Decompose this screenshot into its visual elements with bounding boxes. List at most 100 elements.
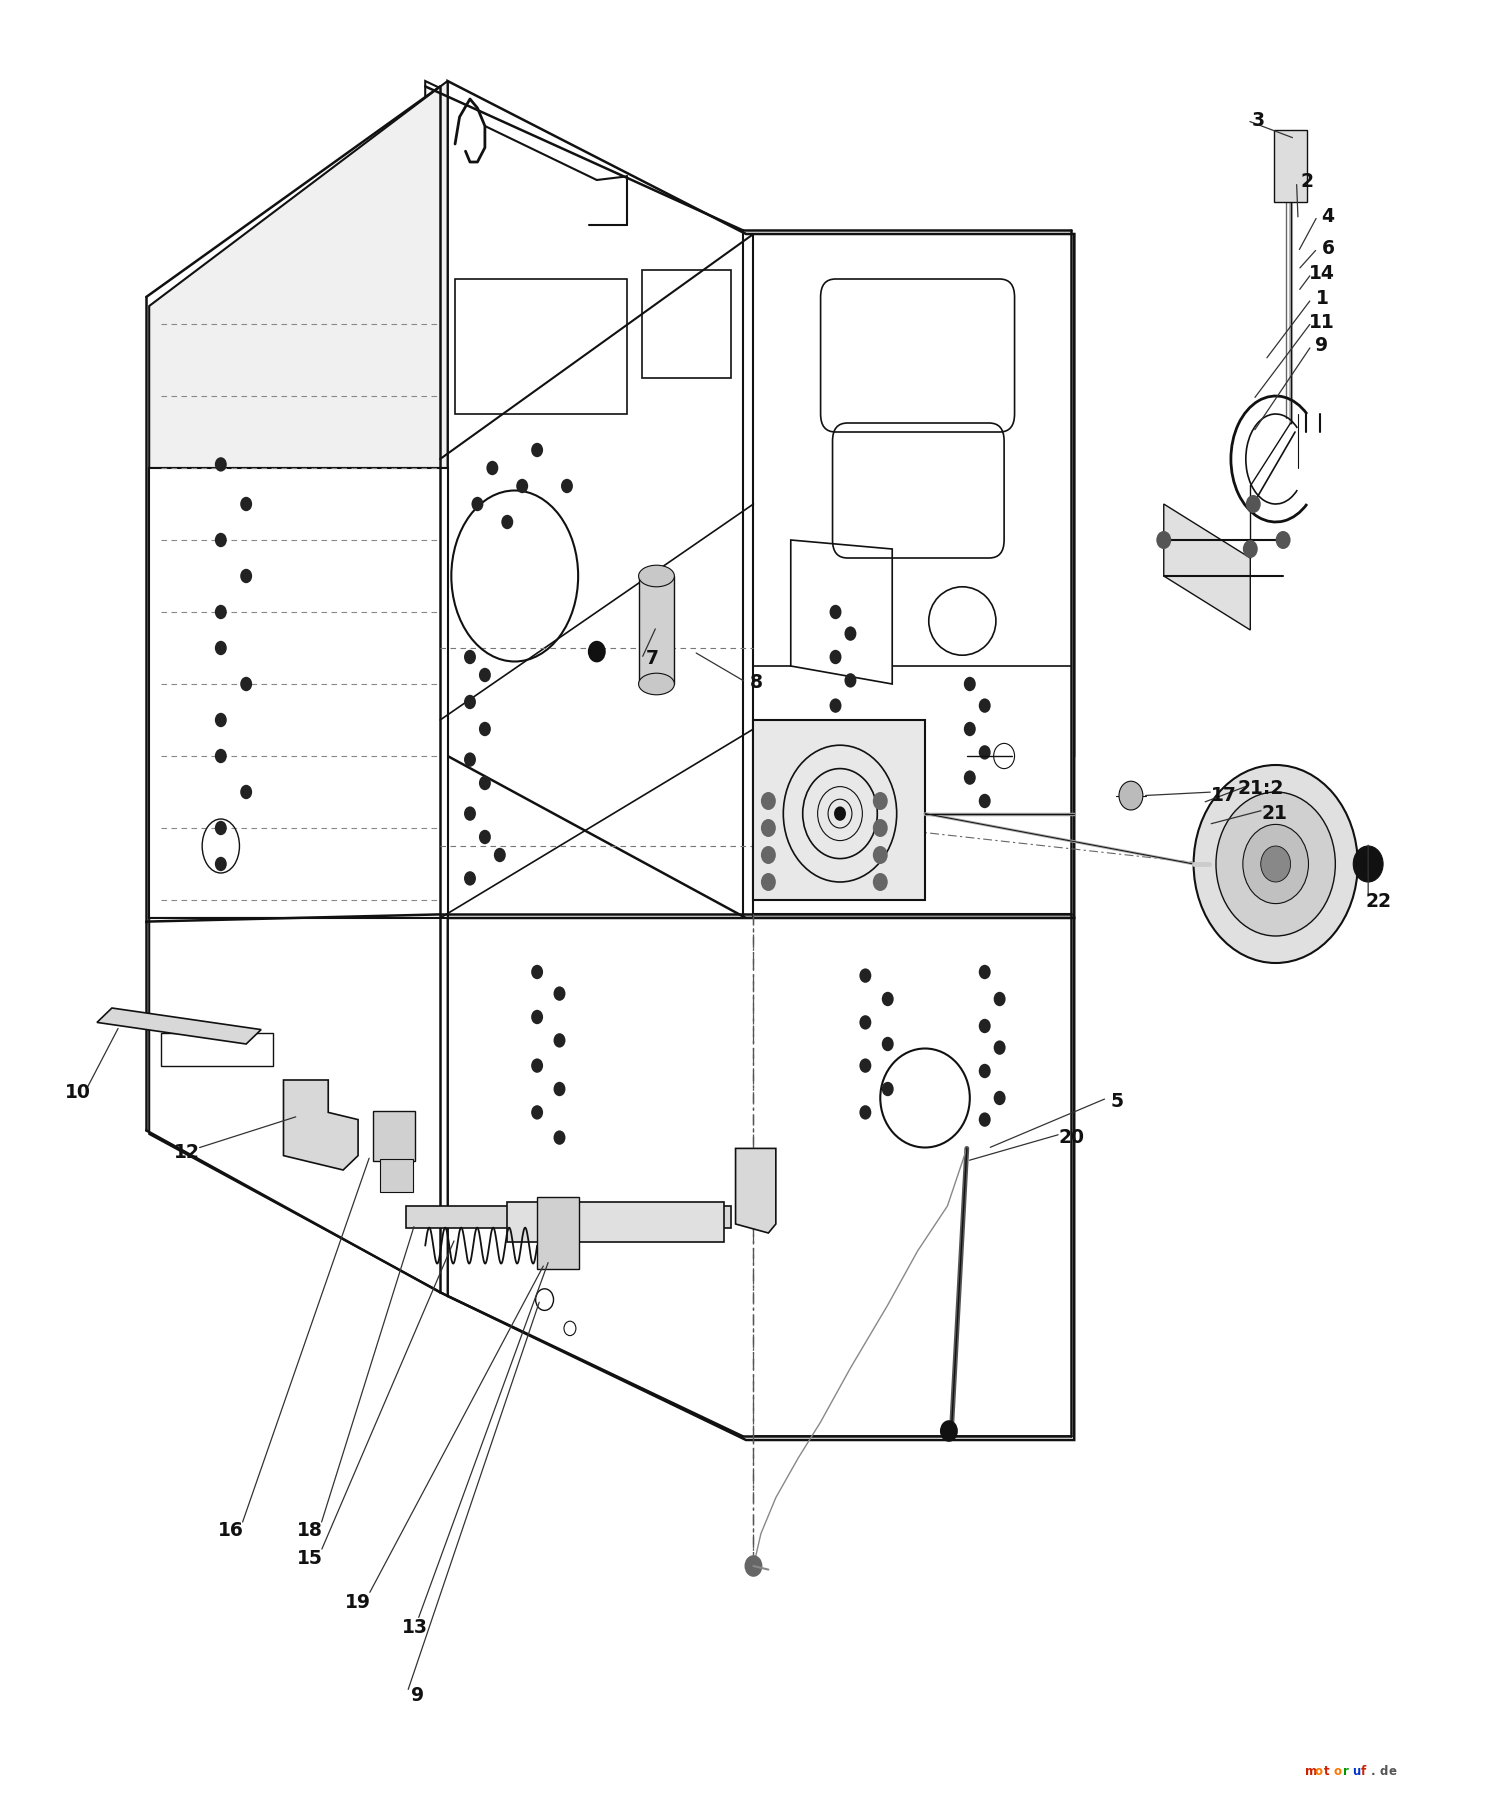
Circle shape <box>873 846 888 864</box>
Circle shape <box>501 515 513 529</box>
Circle shape <box>531 443 543 457</box>
Circle shape <box>979 1064 991 1078</box>
Text: 21:2: 21:2 <box>1237 779 1285 797</box>
Circle shape <box>215 821 227 835</box>
Text: .: . <box>1370 1766 1374 1778</box>
Circle shape <box>531 965 543 979</box>
Circle shape <box>979 965 991 979</box>
Text: o: o <box>1314 1766 1323 1778</box>
Circle shape <box>979 745 991 760</box>
Circle shape <box>479 722 491 736</box>
Circle shape <box>761 846 776 864</box>
Circle shape <box>215 457 227 472</box>
Circle shape <box>873 873 888 891</box>
Text: 5: 5 <box>1112 1093 1123 1111</box>
Circle shape <box>531 1058 543 1073</box>
Circle shape <box>554 986 565 1001</box>
Circle shape <box>215 713 227 727</box>
Text: 4: 4 <box>1322 207 1334 225</box>
Text: 9: 9 <box>1316 337 1328 355</box>
Circle shape <box>1156 531 1171 549</box>
Circle shape <box>1353 846 1383 882</box>
Circle shape <box>464 871 476 886</box>
Circle shape <box>240 785 252 799</box>
Text: 2: 2 <box>1301 173 1313 191</box>
Circle shape <box>844 626 856 641</box>
Circle shape <box>479 830 491 844</box>
Text: 13: 13 <box>401 1618 428 1636</box>
Bar <box>639 576 674 684</box>
Circle shape <box>844 673 856 688</box>
Circle shape <box>464 695 476 709</box>
Circle shape <box>882 992 894 1006</box>
Text: 17: 17 <box>1210 787 1237 805</box>
Circle shape <box>479 668 491 682</box>
Circle shape <box>761 792 776 810</box>
Text: 10: 10 <box>64 1084 91 1102</box>
Circle shape <box>979 698 991 713</box>
Circle shape <box>494 848 506 862</box>
Text: 15: 15 <box>297 1550 324 1568</box>
Polygon shape <box>149 81 448 468</box>
Ellipse shape <box>639 673 674 695</box>
Polygon shape <box>97 1008 261 1044</box>
Text: 1: 1 <box>1316 290 1328 308</box>
Circle shape <box>964 770 976 785</box>
Circle shape <box>994 1091 1006 1105</box>
Text: 9: 9 <box>412 1687 424 1705</box>
Text: u: u <box>1352 1766 1361 1778</box>
Text: 8: 8 <box>750 673 762 691</box>
Circle shape <box>531 1105 543 1120</box>
Text: 12: 12 <box>173 1143 200 1161</box>
Text: 16: 16 <box>218 1521 245 1539</box>
Polygon shape <box>753 720 925 900</box>
Polygon shape <box>425 81 1074 756</box>
Circle shape <box>979 794 991 808</box>
Circle shape <box>215 749 227 763</box>
Circle shape <box>1276 531 1291 549</box>
Text: 21: 21 <box>1261 805 1288 823</box>
Circle shape <box>940 1420 958 1442</box>
Circle shape <box>873 819 888 837</box>
Text: r: r <box>1343 1766 1349 1778</box>
Text: 20: 20 <box>1058 1129 1085 1147</box>
Circle shape <box>830 605 841 619</box>
Circle shape <box>859 1058 871 1073</box>
Circle shape <box>859 968 871 983</box>
Bar <box>161 1033 273 1066</box>
Circle shape <box>761 819 776 837</box>
Bar <box>537 1197 579 1269</box>
Circle shape <box>479 776 491 790</box>
Bar <box>1274 130 1307 202</box>
Circle shape <box>964 722 976 736</box>
Polygon shape <box>448 918 1074 1440</box>
Text: t: t <box>1323 1766 1329 1778</box>
Circle shape <box>834 806 846 821</box>
Text: o: o <box>1334 1766 1341 1778</box>
Circle shape <box>882 1037 894 1051</box>
Circle shape <box>979 1019 991 1033</box>
Circle shape <box>531 1010 543 1024</box>
Polygon shape <box>149 468 448 918</box>
Circle shape <box>1261 846 1291 882</box>
Polygon shape <box>448 81 1074 918</box>
Circle shape <box>561 479 573 493</box>
Polygon shape <box>1164 504 1250 630</box>
Text: 18: 18 <box>297 1521 324 1539</box>
Polygon shape <box>507 1202 724 1242</box>
Circle shape <box>471 497 483 511</box>
Circle shape <box>745 1555 762 1577</box>
Circle shape <box>830 745 841 760</box>
Circle shape <box>588 641 606 662</box>
Circle shape <box>830 650 841 664</box>
Circle shape <box>994 992 1006 1006</box>
Circle shape <box>830 698 841 713</box>
Circle shape <box>1216 792 1335 936</box>
Circle shape <box>1119 781 1143 810</box>
Text: 22: 22 <box>1365 893 1392 911</box>
Text: 7: 7 <box>646 650 658 668</box>
Circle shape <box>215 533 227 547</box>
Circle shape <box>554 1130 565 1145</box>
Text: d: d <box>1380 1766 1388 1778</box>
Polygon shape <box>791 540 892 684</box>
